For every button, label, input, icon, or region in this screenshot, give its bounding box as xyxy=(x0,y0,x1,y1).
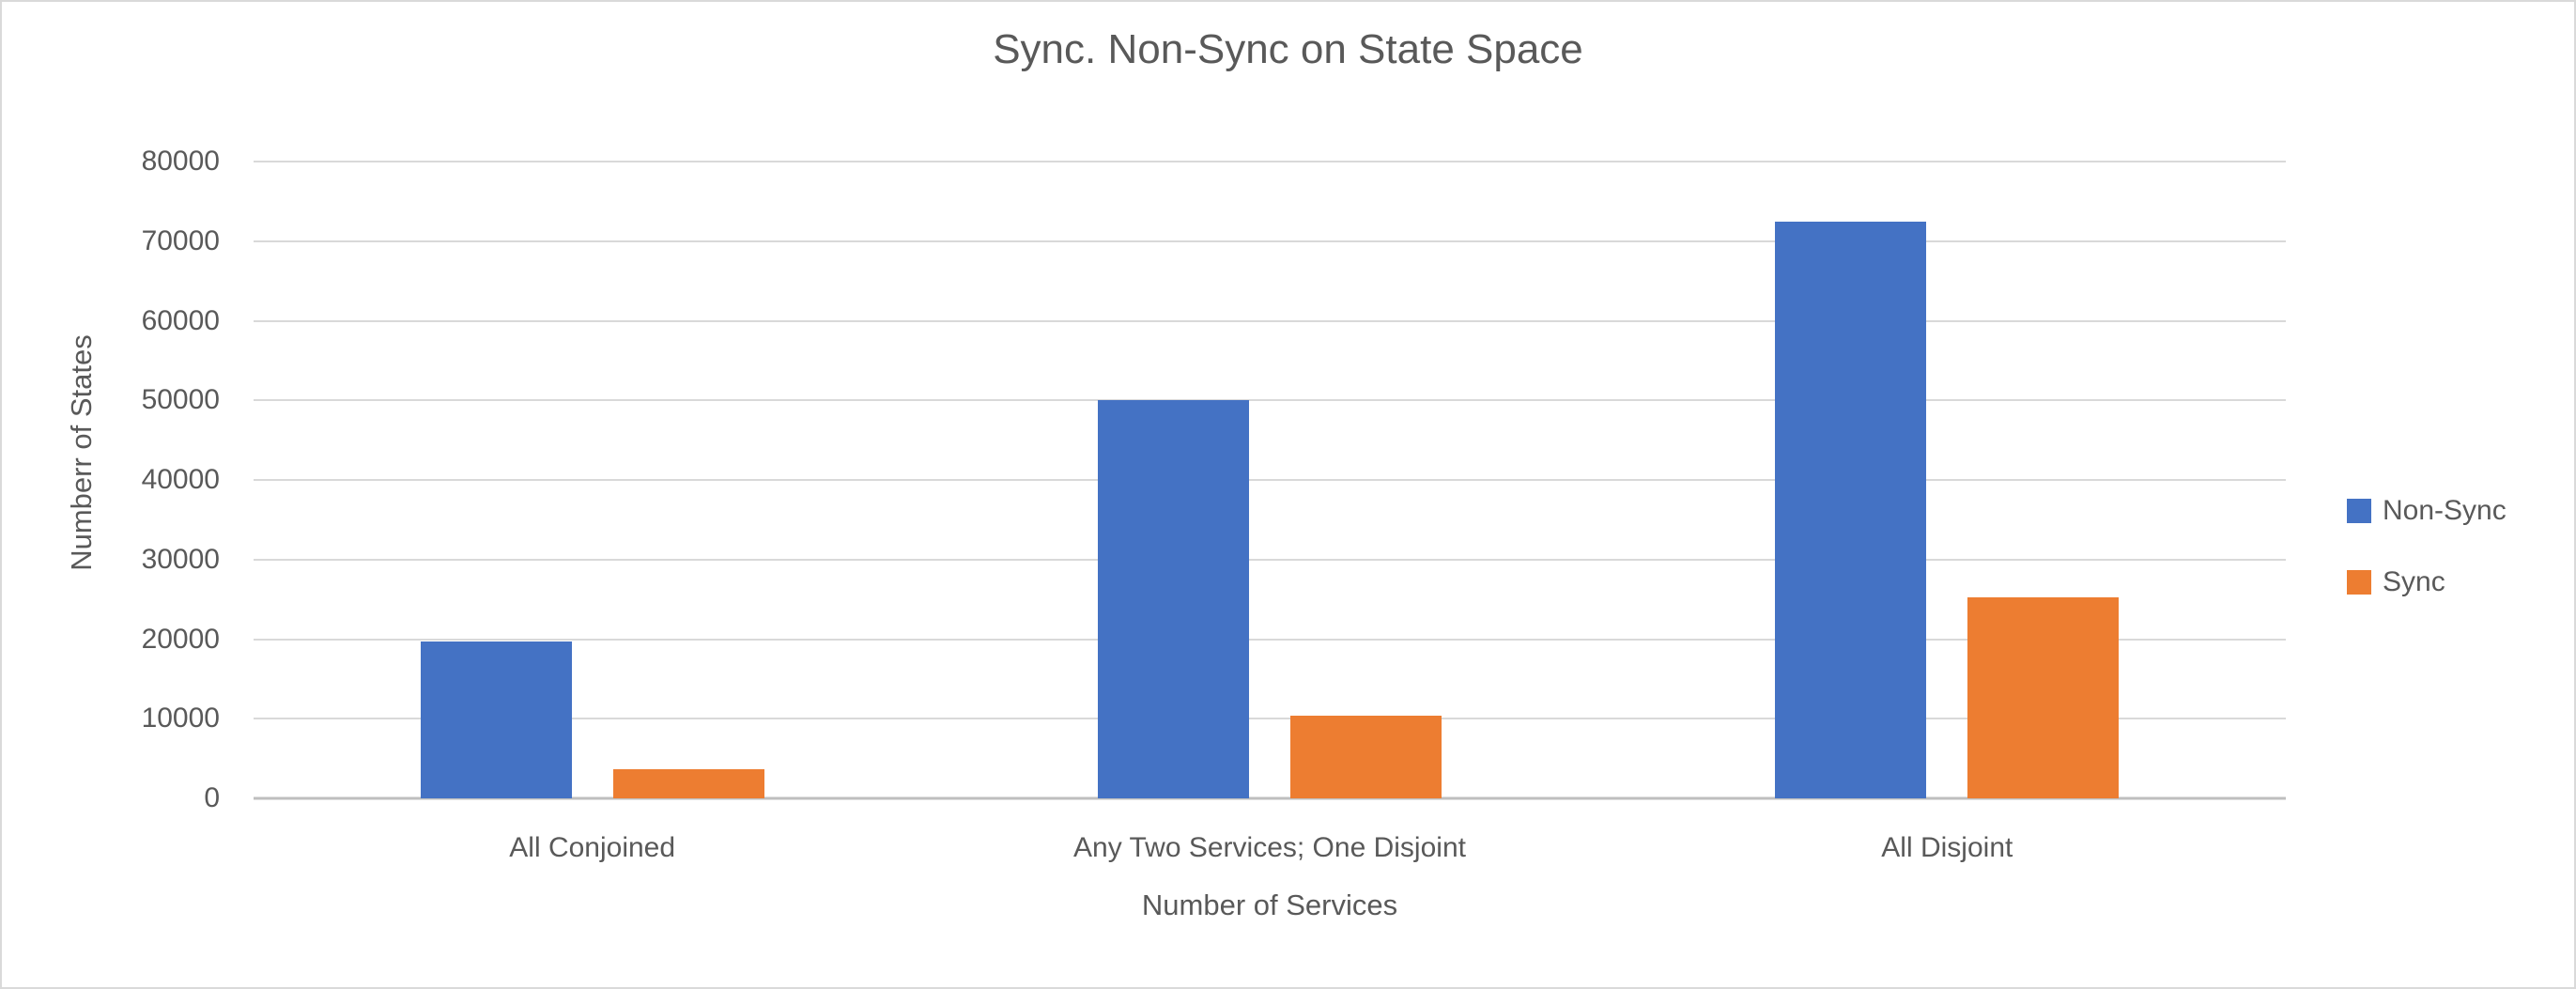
y-tick-label: 0 xyxy=(204,782,220,813)
plot-area xyxy=(254,161,2286,800)
y-axis-tick-labels: 0 10000 20000 30000 40000 50000 60000 70000 8000… xyxy=(58,147,220,812)
gridline xyxy=(254,161,2286,162)
bar-sync-2 xyxy=(1290,715,1442,798)
legend-swatch-icon xyxy=(2347,499,2371,523)
x-category-label: Any Two Services; One Disjoint xyxy=(1073,832,1466,863)
legend-label: Non-Sync xyxy=(2383,495,2507,526)
y-tick-label: 80000 xyxy=(141,146,220,177)
bar-sync-3 xyxy=(1967,597,2120,798)
gridline xyxy=(254,718,2286,720)
gridline xyxy=(254,240,2286,242)
y-tick-label: 10000 xyxy=(141,703,220,734)
bar-non-sync-3 xyxy=(1775,221,1927,798)
x-axis-category-labels: All Conjoined Any Two Services; One Disjo… xyxy=(254,832,2286,875)
gridline xyxy=(254,558,2286,561)
legend: Non-Sync Sync xyxy=(2347,495,2507,640)
y-tick-label: 50000 xyxy=(141,384,220,416)
gridline xyxy=(254,479,2286,481)
legend-label: Sync xyxy=(2383,566,2445,597)
x-axis-line xyxy=(254,796,2286,800)
chart-title: Sync. Non-Sync on State Space xyxy=(993,26,1583,72)
x-axis-title: Number of Services xyxy=(1141,889,1398,921)
y-tick-label: 70000 xyxy=(141,224,220,256)
gridline xyxy=(254,319,2286,322)
bar-sync-1 xyxy=(612,768,764,798)
legend-item-non-sync: Non-Sync xyxy=(2347,495,2507,526)
gridline xyxy=(254,399,2286,402)
legend-item-sync: Sync xyxy=(2347,566,2507,597)
y-tick-label: 40000 xyxy=(141,464,220,495)
y-tick-label: 20000 xyxy=(141,623,220,655)
gridline xyxy=(254,638,2286,641)
x-category-label: All Disjoint xyxy=(1881,832,2013,863)
legend-swatch-icon xyxy=(2347,570,2371,595)
bar-non-sync-2 xyxy=(1098,400,1249,798)
y-tick-label: 30000 xyxy=(141,543,220,575)
bar-non-sync-1 xyxy=(420,641,572,798)
x-category-label: All Conjoined xyxy=(509,832,676,863)
y-tick-label: 60000 xyxy=(141,304,220,336)
